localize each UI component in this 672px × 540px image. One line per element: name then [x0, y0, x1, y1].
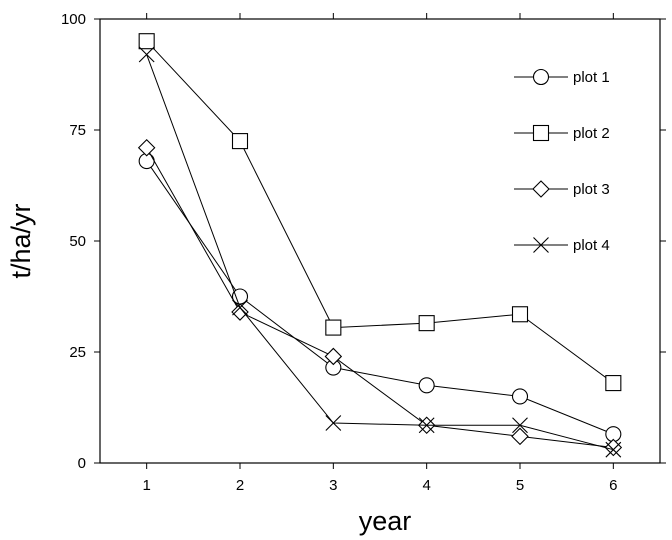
- x-tick-label: 3: [329, 477, 337, 494]
- legend-label: plot 2: [573, 125, 610, 142]
- legend-entry: plot 1: [514, 68, 610, 86]
- y-tick-label: 100: [61, 11, 86, 28]
- diamond-marker: [137, 138, 156, 157]
- square-marker: [532, 124, 550, 142]
- series-line: [146, 160, 614, 435]
- series-group: [137, 33, 623, 458]
- diamond-marker: [511, 427, 529, 446]
- legend: plot 1 plot 2 plot 3 plot 4: [514, 68, 610, 254]
- diamond-marker: [532, 180, 550, 198]
- series-3: [137, 138, 623, 457]
- cross-marker: [138, 46, 155, 63]
- circle-marker: [511, 388, 529, 405]
- x-tick-label: 2: [236, 477, 244, 494]
- x-tick-label: 5: [516, 477, 524, 494]
- legend-label: plot 1: [573, 69, 610, 86]
- legend-entry: plot 3: [514, 180, 610, 198]
- cross-marker: [512, 417, 528, 434]
- x-axis-title: year: [359, 506, 412, 536]
- square-marker: [231, 133, 249, 150]
- cross-marker: [325, 415, 342, 431]
- series-line: [146, 147, 614, 448]
- cross-marker: [232, 299, 248, 316]
- series-line: [146, 40, 614, 384]
- diamond-marker: [604, 438, 623, 457]
- legend-label: plot 4: [573, 237, 610, 254]
- y-tick-label: 0: [78, 455, 86, 472]
- series-1: [138, 153, 622, 443]
- y-tick-label: 50: [69, 233, 86, 250]
- square-marker: [138, 33, 155, 50]
- square-marker: [325, 319, 342, 336]
- diamond-marker: [231, 303, 249, 321]
- y-tick-label: 25: [69, 344, 86, 361]
- cross-marker: [605, 441, 622, 458]
- y-axis-title: t/ha/yr: [6, 203, 36, 278]
- circle-marker: [418, 377, 435, 394]
- series-line: [146, 54, 614, 451]
- series-4: [138, 46, 622, 458]
- square-marker: [418, 315, 435, 332]
- diamond-marker: [324, 347, 343, 366]
- x-tick-label: 1: [142, 477, 150, 494]
- x-tick-label: 4: [422, 477, 430, 494]
- axis-ticks: 1 2 3 4 5 6 0 25 50 75 100: [61, 11, 666, 494]
- circle-marker: [532, 68, 550, 86]
- legend-label: plot 3: [573, 181, 610, 198]
- legend-entry: plot 2: [514, 124, 610, 142]
- y-tick-label: 75: [69, 122, 86, 139]
- square-marker: [511, 306, 529, 323]
- series-2: [138, 33, 622, 392]
- legend-entry: plot 4: [514, 237, 610, 254]
- cross-marker: [418, 417, 435, 434]
- x-tick-label: 6: [609, 477, 617, 494]
- square-marker: [605, 375, 622, 392]
- cross-marker: [533, 237, 549, 253]
